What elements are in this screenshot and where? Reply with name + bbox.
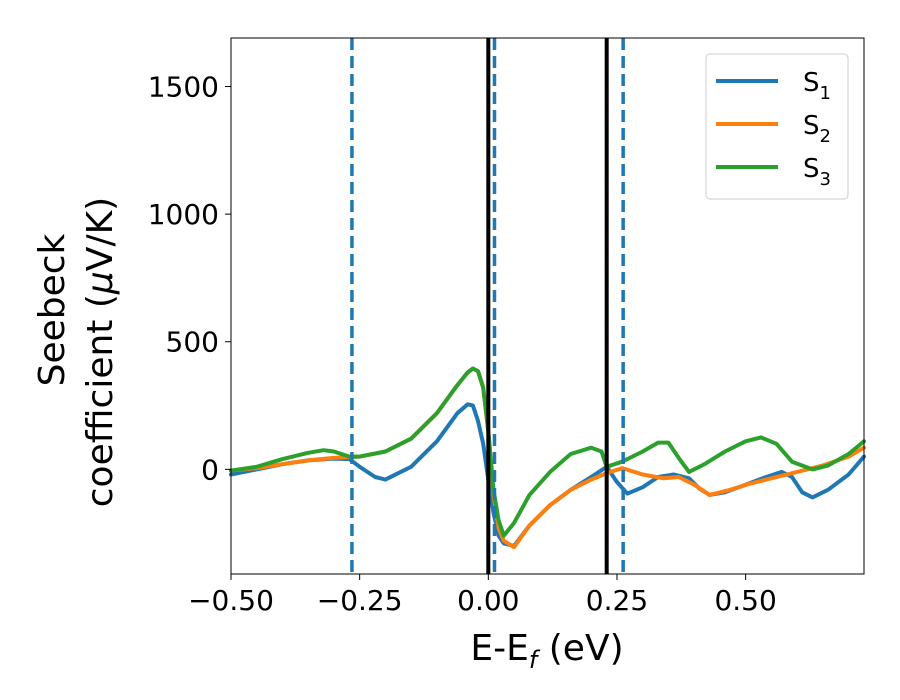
y-axis-label-unit: V/K) (80, 197, 121, 271)
legend: S1 S2 S3 (705, 53, 849, 200)
y-axis-label-line1: Seebeck (32, 233, 73, 386)
plot-frame (230, 37, 865, 575)
x-tick-label: −0.25 (317, 584, 403, 617)
reference-lines-front (350, 38, 625, 574)
series-line-3 (229, 366, 866, 538)
x-axis-label-main: E-E (470, 628, 528, 669)
x-axis-label-unit: (eV) (537, 628, 623, 669)
y-axis-label-line2: coefficient (μV/K) (80, 197, 121, 507)
y-tick-label: 1000 (148, 198, 219, 231)
x-axis-label: E-Ef (eV) (470, 628, 623, 674)
y-axis-ticks: 0 500 1000 1500 (148, 70, 231, 486)
y-tick-label: 1500 (148, 70, 219, 103)
y-axis-label: Seebeck coefficient (μV/K) (32, 197, 121, 507)
x-tick-label: 0.25 (586, 584, 648, 617)
y-tick-label: 500 (166, 326, 219, 359)
y-tick-label: 0 (201, 453, 219, 486)
y-axis-label-mu: μ (80, 271, 121, 295)
series-lines (229, 366, 866, 550)
x-tick-label: 0.50 (714, 584, 776, 617)
legend-box (705, 53, 849, 200)
x-tick-label: 0.00 (457, 584, 519, 617)
x-axis-ticks: −0.50 −0.25 0.00 0.25 0.50 (188, 574, 777, 617)
legend-label-1: S1 (803, 68, 831, 104)
legend-label-3: S3 (803, 154, 831, 190)
x-tick-label: −0.50 (188, 584, 274, 617)
y-axis-label-text: coefficient ( (80, 294, 121, 507)
legend-label-2: S2 (803, 111, 831, 147)
